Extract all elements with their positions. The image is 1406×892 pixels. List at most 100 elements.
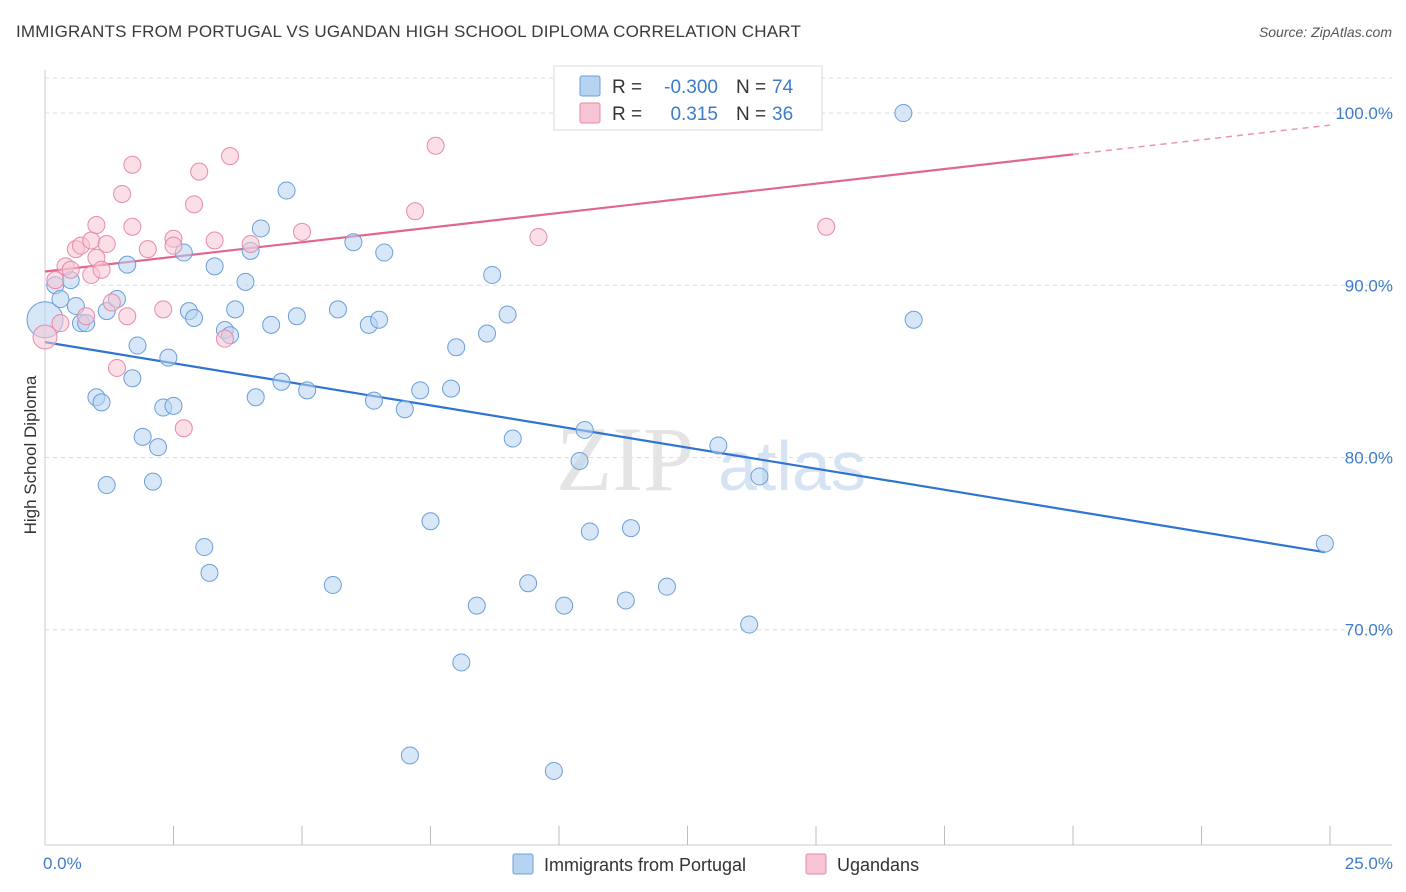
- point-portugal: [364, 391, 383, 410]
- legend-swatch-pink: [579, 102, 601, 124]
- point-ugandans: [817, 217, 836, 236]
- point-portugal: [519, 574, 538, 593]
- legend-r-label: R =: [612, 104, 642, 125]
- point-ugandans: [107, 358, 126, 377]
- point-ugandans: [185, 195, 204, 214]
- tick-labels: 70.0% 80.0% 90.0% 100.0% 0.0% 25.0%: [43, 104, 1393, 873]
- point-ugandans: [221, 147, 240, 166]
- point-portugal: [555, 596, 574, 615]
- point-ugandans: [529, 228, 548, 247]
- point-ugandans: [32, 324, 58, 350]
- y-tick-label: 70.0%: [1345, 621, 1393, 640]
- point-portugal: [370, 310, 389, 329]
- point-ugandans: [97, 234, 116, 253]
- point-portugal: [452, 653, 471, 672]
- point-ugandans: [82, 231, 101, 250]
- legend-swatch-ugandans: [805, 853, 827, 875]
- trend-line-portugal: [44, 341, 1326, 554]
- point-portugal: [262, 315, 281, 334]
- point-ugandans: [241, 234, 260, 253]
- point-ugandans: [92, 260, 111, 279]
- trend-extension-ugandans: [1072, 124, 1331, 156]
- point-portugal: [164, 396, 183, 415]
- point-portugal: [185, 309, 204, 327]
- point-portugal: [709, 436, 728, 455]
- point-portugal: [323, 575, 342, 594]
- y-tick-label: 90.0%: [1345, 276, 1393, 295]
- point-ugandans: [102, 293, 121, 312]
- legend-label-portugal: Immigrants from Portugal: [544, 855, 746, 875]
- point-ugandans: [118, 307, 137, 326]
- legend-swatch-blue: [579, 75, 601, 97]
- point-portugal: [277, 181, 296, 200]
- point-ugandans: [154, 300, 173, 319]
- y-tick-label: 80.0%: [1345, 449, 1393, 468]
- point-portugal: [570, 451, 589, 470]
- point-portugal: [195, 538, 214, 557]
- point-portugal: [272, 372, 291, 391]
- point-portugal: [400, 746, 419, 765]
- point-ugandans: [46, 271, 65, 290]
- point-portugal: [616, 591, 635, 610]
- point-portugal: [575, 420, 594, 439]
- point-ugandans: [123, 155, 142, 174]
- legend-n-value: 36: [772, 104, 793, 125]
- legend-r-value: 0.315: [670, 104, 718, 125]
- point-portugal: [421, 512, 440, 531]
- chart-title: IMMIGRANTS FROM PORTUGAL VS UGANDAN HIGH…: [16, 22, 802, 41]
- point-ugandans: [138, 240, 157, 259]
- point-portugal: [287, 307, 306, 326]
- point-ugandans: [164, 236, 183, 255]
- point-portugal: [133, 427, 152, 446]
- point-ugandans: [51, 314, 70, 333]
- point-portugal: [580, 522, 599, 541]
- point-ugandans: [190, 162, 209, 181]
- series-legend: Immigrants from Portugal Ugandans: [512, 853, 919, 875]
- watermark: ZIP atlas: [556, 408, 866, 510]
- point-portugal: [411, 381, 430, 400]
- grid: [45, 77, 1392, 631]
- point-portugal: [478, 324, 497, 343]
- legend-n-value: 74: [772, 77, 794, 98]
- point-portugal: [97, 476, 116, 495]
- legend-swatch-portugal: [512, 853, 534, 875]
- y-axis-label: High School Diploma: [21, 375, 40, 534]
- point-portugal: [123, 369, 142, 388]
- point-portugal: [118, 255, 137, 274]
- point-portugal: [395, 400, 414, 419]
- point-portugal: [298, 381, 317, 400]
- point-portugal: [894, 104, 913, 123]
- point-portugal: [246, 388, 265, 407]
- legend-n-label: N =: [736, 104, 766, 125]
- legend-r-label: R =: [612, 77, 642, 98]
- point-ugandans: [426, 136, 445, 155]
- point-ugandans: [123, 217, 142, 236]
- point-ugandans: [215, 329, 234, 348]
- point-ugandans: [293, 222, 311, 241]
- point-portugal: [447, 338, 466, 357]
- point-portugal: [498, 305, 517, 324]
- point-portugal: [904, 310, 923, 329]
- point-portugal: [344, 233, 363, 252]
- point-portugal: [544, 761, 563, 780]
- point-portugal: [205, 257, 224, 276]
- trend-lines: [44, 124, 1331, 554]
- point-ugandans: [61, 260, 80, 279]
- point-ugandans: [205, 231, 224, 250]
- x-tick-label: 25.0%: [1345, 854, 1393, 873]
- point-portugal: [236, 272, 255, 291]
- point-portugal: [149, 438, 168, 457]
- point-portugal: [375, 243, 394, 262]
- point-ugandans: [113, 185, 132, 203]
- point-portugal: [1315, 534, 1334, 553]
- point-portugal: [442, 379, 461, 398]
- point-portugal: [51, 290, 70, 309]
- point-portugal: [657, 577, 676, 596]
- point-portugal: [159, 348, 178, 367]
- axes: [44, 70, 1392, 846]
- legend-label-ugandans: Ugandans: [837, 855, 919, 875]
- legend-n-label: N =: [736, 77, 766, 98]
- y-tick-label: 100.0%: [1335, 104, 1393, 123]
- point-portugal: [328, 300, 347, 319]
